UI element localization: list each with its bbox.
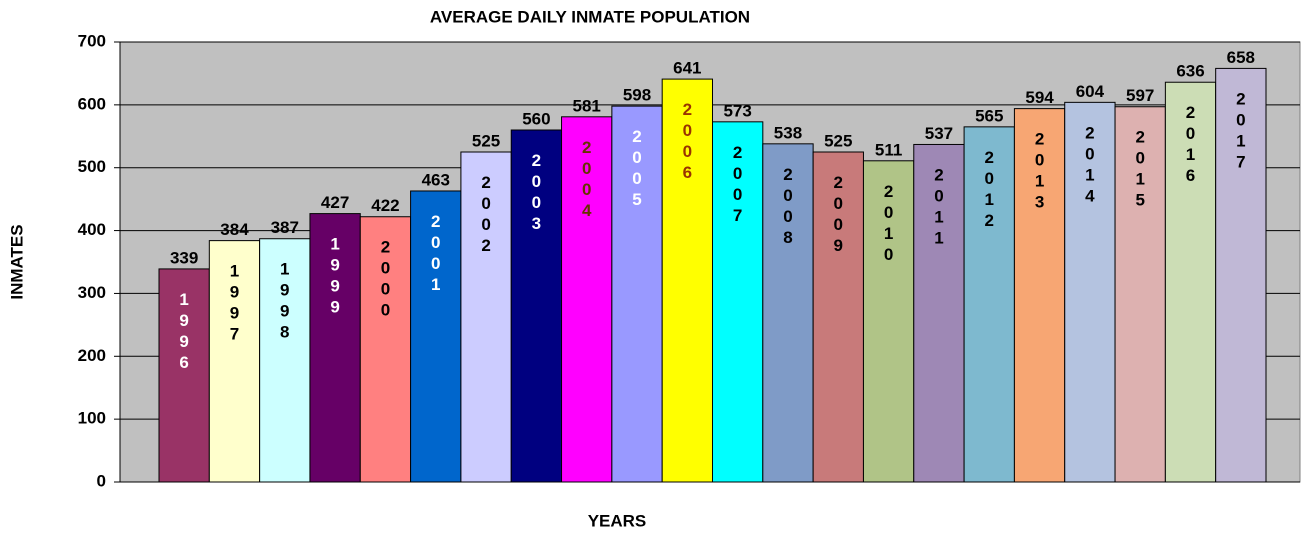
value-label: 511: [875, 140, 902, 159]
chart-title: AVERAGE DAILY INMATE POPULATION: [430, 7, 750, 26]
value-label: 598: [623, 86, 651, 105]
bar: [510, 129, 563, 483]
value-label: 573: [723, 101, 751, 120]
y-tick-label: 600: [78, 94, 106, 113]
bar: [158, 268, 210, 483]
value-label: 538: [774, 123, 802, 142]
bar: [812, 151, 864, 483]
bar: [862, 160, 915, 483]
value-label: 565: [975, 106, 1003, 125]
y-tick-label: 100: [78, 409, 106, 428]
bar: [963, 126, 1015, 483]
value-label: 560: [522, 109, 550, 128]
bar: [1164, 81, 1217, 483]
bar: [913, 143, 965, 483]
value-label: 387: [271, 218, 299, 237]
value-label: 463: [422, 170, 450, 189]
value-label: 604: [1076, 82, 1105, 101]
value-label: 339: [170, 248, 198, 267]
bar: [460, 151, 512, 483]
value-label: 422: [371, 196, 399, 215]
value-label: 594: [1025, 88, 1054, 107]
value-label: 636: [1176, 62, 1204, 81]
value-label: 525: [472, 131, 500, 150]
value-label: 525: [824, 131, 852, 150]
y-tick-label: 500: [78, 157, 106, 176]
bar: [1013, 108, 1066, 483]
y-tick-label: 700: [78, 31, 106, 50]
bar: [309, 213, 361, 483]
bar: [1215, 67, 1267, 483]
y-tick-label: 200: [78, 346, 106, 365]
y-tick-label: 0: [97, 471, 106, 490]
y-tick-label: 300: [78, 283, 106, 302]
y-axis-label: INMATES: [7, 224, 26, 299]
value-label: 597: [1126, 86, 1154, 105]
bar: [712, 121, 764, 483]
bar: [410, 190, 462, 483]
bar: [611, 105, 663, 483]
bar: [259, 238, 311, 483]
value-label: 658: [1227, 48, 1255, 67]
value-label: 581: [573, 96, 601, 115]
x-axis-label: YEARS: [588, 511, 647, 530]
bar: [762, 143, 814, 483]
y-tick-label: 400: [78, 220, 106, 239]
value-label: 641: [673, 59, 701, 78]
value-label: 427: [321, 193, 349, 212]
bar: [661, 78, 714, 483]
value-label: 537: [925, 124, 953, 143]
value-label: 384: [220, 220, 249, 239]
bar: [359, 216, 412, 483]
